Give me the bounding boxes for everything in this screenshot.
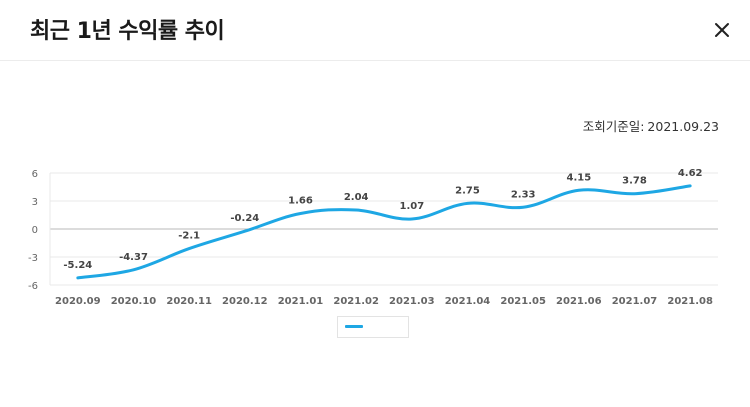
y-tick-label: 3 [32, 197, 38, 208]
data-label: 1.07 [399, 201, 424, 212]
data-label: -2.1 [178, 231, 200, 242]
data-label: -4.37 [119, 252, 148, 263]
x-tick-label: 2020.12 [222, 296, 268, 307]
x-tick-label: 2021.07 [612, 296, 658, 307]
data-label: 2.33 [511, 189, 536, 200]
x-tick-label: 2020.09 [55, 296, 101, 307]
reference-date: 조회기준일: 2021.09.23 [583, 116, 719, 135]
close-button[interactable] [706, 14, 738, 46]
x-tick-label: 2021.05 [500, 296, 546, 307]
x-tick-label: 2020.10 [111, 296, 157, 307]
data-label: 3.78 [622, 176, 647, 187]
data-label: 1.66 [288, 196, 313, 207]
x-tick-label: 2020.11 [166, 296, 212, 307]
x-tick-label: 2021.04 [445, 296, 491, 307]
modal-header: 최근 1년 수익률 추이 [0, 0, 750, 61]
legend-swatch [345, 325, 363, 328]
y-tick-label: 6 [32, 169, 38, 180]
x-tick-label: 2021.01 [278, 296, 324, 307]
reference-date-label: 조회기준일: [582, 119, 645, 134]
reference-date-value: 2021.09.23 [647, 119, 719, 134]
x-tick-label: 2021.03 [389, 296, 435, 307]
x-tick-label: 2021.02 [333, 296, 379, 307]
series-line [76, 184, 692, 280]
chart-legend[interactable] [337, 316, 409, 338]
data-label: -0.24 [230, 213, 259, 224]
data-label: 2.04 [344, 192, 369, 203]
y-tick-label: -6 [28, 281, 38, 292]
y-tick-label: 0 [32, 225, 38, 236]
modal-title: 최근 1년 수익률 추이 [30, 19, 225, 44]
data-label: 4.15 [566, 172, 591, 183]
return-trend-chart: 6 3 0 -3 -6 2020.09 2020.10 2020.11 2020.12 2021.… [28, 168, 718, 307]
data-label: -5.24 [63, 260, 92, 271]
close-icon [715, 23, 729, 37]
x-tick-label: 2021.06 [556, 296, 602, 307]
y-tick-label: -3 [28, 253, 38, 264]
data-label: 4.62 [678, 168, 703, 179]
x-tick-label: 2021.08 [667, 296, 713, 307]
data-label: 2.75 [455, 185, 480, 196]
